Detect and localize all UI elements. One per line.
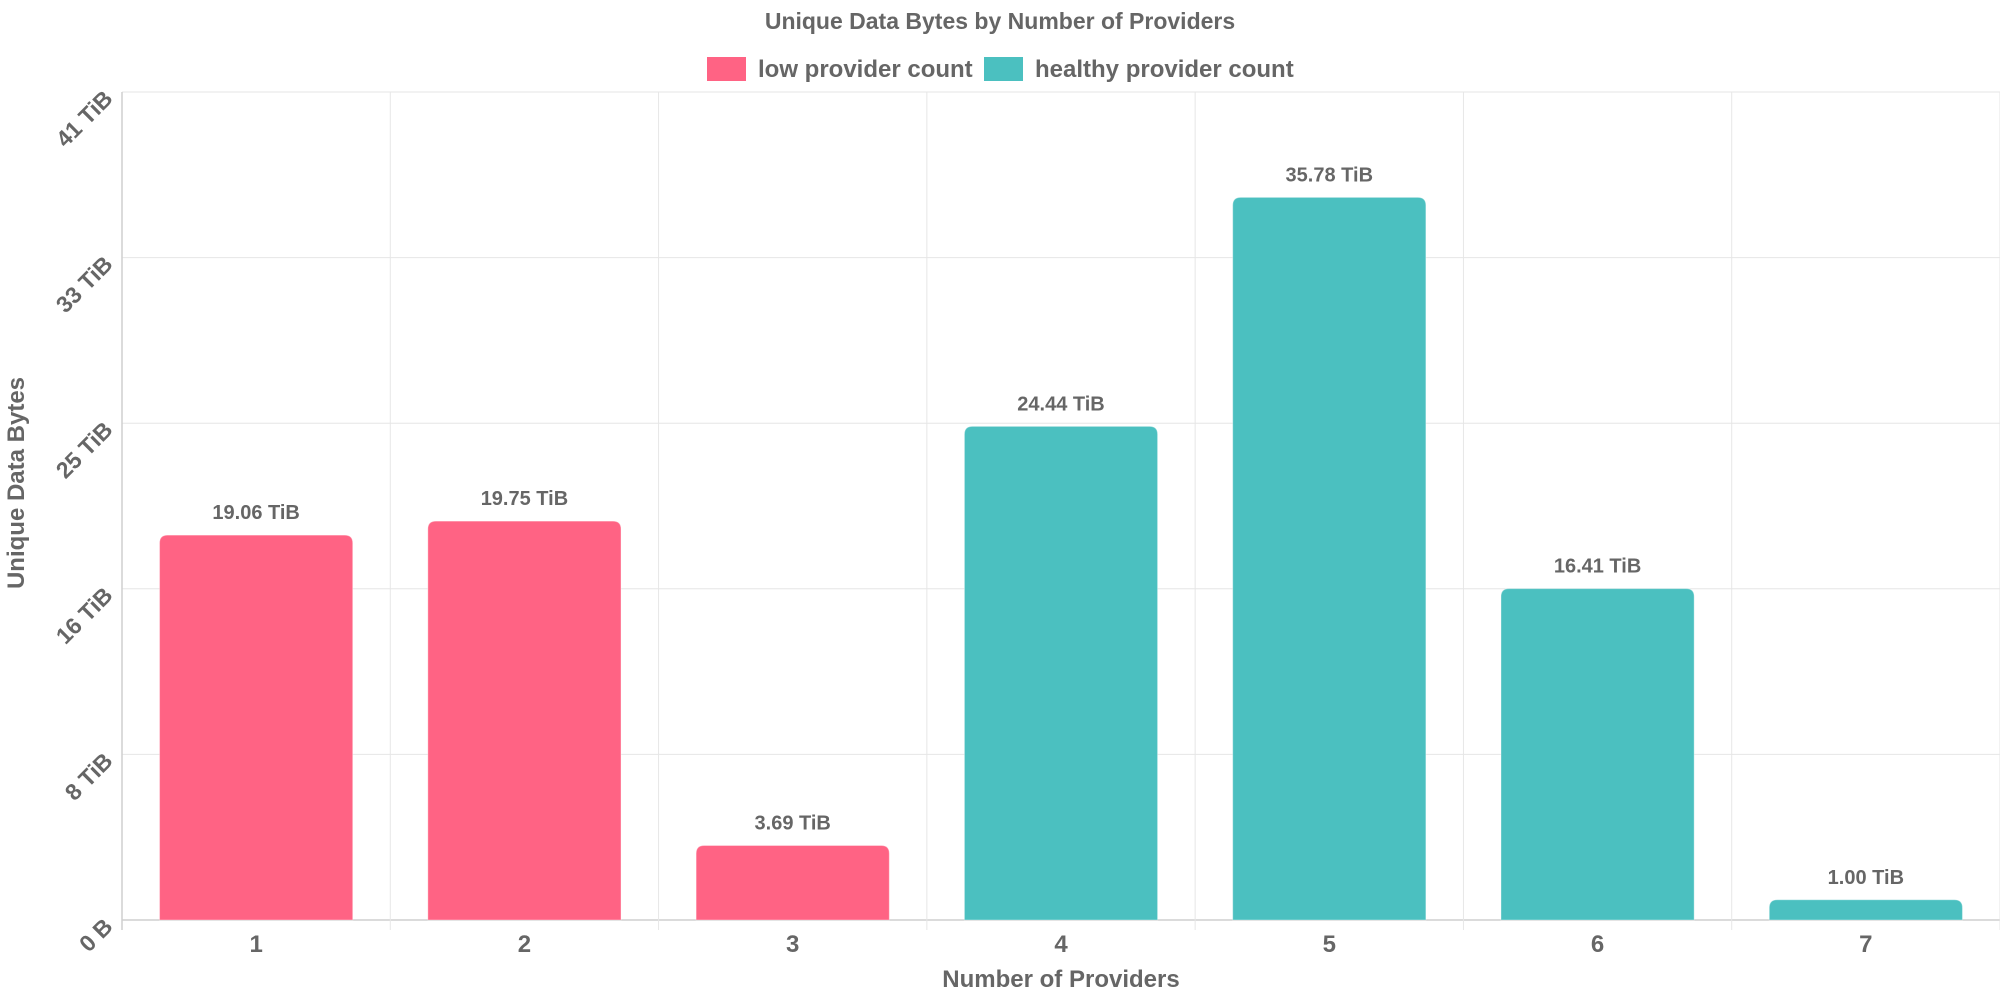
data-label: 35.78 TiB [1286,164,1373,186]
bars [159,196,1963,921]
data-label: 24.44 TiB [1017,393,1104,415]
x-tick-label: 1 [249,931,262,958]
legend-swatch-healthy [984,57,1023,81]
data-label: 19.06 TiB [212,502,299,524]
bar-5[interactable] [1232,196,1427,921]
bar-1[interactable] [159,534,354,921]
data-label: 16.41 TiB [1554,556,1641,578]
x-tick-label: 7 [1859,931,1872,958]
bar-7[interactable] [1768,899,1963,921]
data-label: 1.00 TiB [1828,867,1904,889]
x-tick-label: 5 [1323,931,1336,958]
bar-3[interactable] [695,844,890,921]
bar-4[interactable] [963,425,1159,921]
bar-6[interactable] [1500,588,1695,921]
x-tick-label: 6 [1591,931,1604,958]
x-tick-label: 3 [786,931,799,958]
y-tick-label: 16 TiB [51,582,118,649]
legend-label-low: low provider count [758,56,973,83]
y-tick-label: 0 B [74,913,118,957]
legend: low provider count healthy provider coun… [707,56,1294,83]
x-axis-ticks: 1 2 3 4 5 6 7 [249,931,1872,958]
data-label: 19.75 TiB [481,488,568,510]
y-tick-label: 41 TiB [51,85,118,152]
y-tick-label: 8 TiB [60,748,118,806]
legend-item-low[interactable]: low provider count [707,56,973,83]
legend-label-healthy: healthy provider count [1035,56,1294,83]
legend-swatch-low [707,57,746,81]
legend-item-healthy[interactable]: healthy provider count [984,56,1294,83]
bar-2[interactable] [427,520,622,921]
y-axis-title: Unique Data Bytes [3,377,30,589]
y-axis-ticks: 0 B 8 TiB 16 TiB 25 TiB 33 TiB 41 TiB [51,85,118,957]
y-tick-label: 25 TiB [51,416,118,483]
chart-title: Unique Data Bytes by Number of Providers [765,8,1235,34]
x-axis-title: Number of Providers [942,966,1179,993]
x-tick-label: 4 [1054,931,1068,958]
y-tick-label: 33 TiB [51,251,118,318]
data-label: 3.69 TiB [755,812,831,834]
data-labels: 19.06 TiB 19.75 TiB 3.69 TiB 24.44 TiB 35.78… [212,164,1904,888]
x-tick-label: 2 [518,931,531,958]
